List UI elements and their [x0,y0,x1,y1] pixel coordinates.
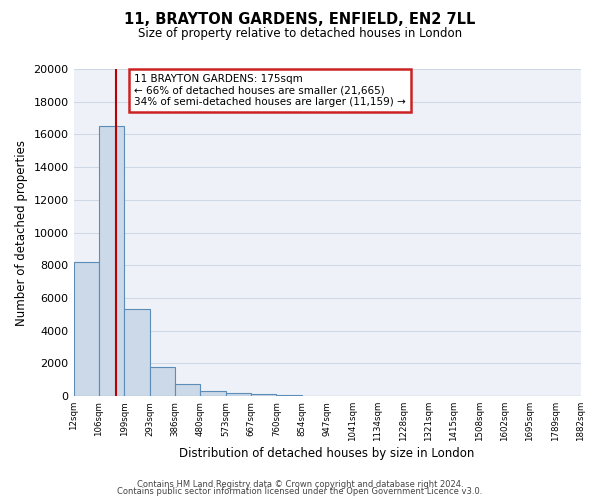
Bar [226,393,251,396]
Y-axis label: Number of detached properties: Number of detached properties [15,140,28,326]
Text: 11 BRAYTON GARDENS: 175sqm
← 66% of detached houses are smaller (21,665)
34% of : 11 BRAYTON GARDENS: 175sqm ← 66% of deta… [134,74,406,107]
Text: Contains HM Land Registry data © Crown copyright and database right 2024.: Contains HM Land Registry data © Crown c… [137,480,463,489]
X-axis label: Distribution of detached houses by size in London: Distribution of detached houses by size … [179,447,475,460]
Bar [251,394,277,396]
Bar [149,367,175,396]
Bar [74,262,99,396]
Bar [277,395,302,396]
Text: Contains public sector information licensed under the Open Government Licence v3: Contains public sector information licen… [118,488,482,496]
Text: Size of property relative to detached houses in London: Size of property relative to detached ho… [138,28,462,40]
Bar [200,392,226,396]
Bar [175,384,200,396]
Text: 11, BRAYTON GARDENS, ENFIELD, EN2 7LL: 11, BRAYTON GARDENS, ENFIELD, EN2 7LL [124,12,476,28]
Bar [124,310,149,396]
Bar [99,126,124,396]
